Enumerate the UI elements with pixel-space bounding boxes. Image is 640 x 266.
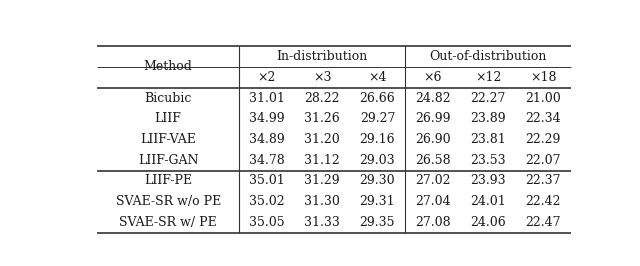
Text: ×18: ×18	[530, 71, 557, 84]
Text: 31.26: 31.26	[304, 112, 340, 125]
Text: 31.12: 31.12	[304, 154, 340, 167]
Text: 26.99: 26.99	[415, 112, 451, 125]
Text: 24.06: 24.06	[470, 216, 506, 229]
Text: 31.01: 31.01	[249, 92, 285, 105]
Text: In-distribution: In-distribution	[276, 50, 367, 63]
Text: 34.78: 34.78	[249, 154, 285, 167]
Text: 22.37: 22.37	[525, 174, 561, 187]
Text: SVAE-SR w/o PE: SVAE-SR w/o PE	[116, 195, 221, 208]
Text: 31.30: 31.30	[304, 195, 340, 208]
Text: 23.81: 23.81	[470, 133, 506, 146]
Text: LIIF: LIIF	[155, 112, 182, 125]
Text: ×6: ×6	[424, 71, 442, 84]
Text: LIIF-PE: LIIF-PE	[144, 174, 192, 187]
Text: 23.89: 23.89	[470, 112, 506, 125]
Text: Method: Method	[144, 60, 193, 73]
Text: 28.22: 28.22	[304, 92, 340, 105]
Text: 34.99: 34.99	[249, 112, 285, 125]
Text: 27.02: 27.02	[415, 174, 451, 187]
Text: 26.58: 26.58	[415, 154, 451, 167]
Text: 29.27: 29.27	[360, 112, 395, 125]
Text: 21.00: 21.00	[525, 92, 561, 105]
Text: 24.82: 24.82	[415, 92, 451, 105]
Text: Bicubic: Bicubic	[145, 92, 192, 105]
Text: 26.90: 26.90	[415, 133, 451, 146]
Text: 29.30: 29.30	[360, 174, 395, 187]
Text: 31.33: 31.33	[304, 216, 340, 229]
Text: 22.29: 22.29	[525, 133, 561, 146]
Text: 31.20: 31.20	[304, 133, 340, 146]
Text: 29.16: 29.16	[360, 133, 395, 146]
Text: 29.03: 29.03	[360, 154, 395, 167]
Text: Out-of-distribution: Out-of-distribution	[429, 50, 547, 63]
Text: 34.89: 34.89	[249, 133, 285, 146]
Text: 22.47: 22.47	[525, 216, 561, 229]
Text: 22.07: 22.07	[525, 154, 561, 167]
Text: ×4: ×4	[368, 71, 387, 84]
Text: 35.05: 35.05	[249, 216, 285, 229]
Text: SVAE-SR w/ PE: SVAE-SR w/ PE	[119, 216, 217, 229]
Text: 22.27: 22.27	[470, 92, 506, 105]
Text: 22.42: 22.42	[525, 195, 561, 208]
Text: LIIF-VAE: LIIF-VAE	[140, 133, 196, 146]
Text: 26.66: 26.66	[360, 92, 396, 105]
Text: 29.35: 29.35	[360, 216, 395, 229]
Text: 35.01: 35.01	[249, 174, 285, 187]
Text: 24.01: 24.01	[470, 195, 506, 208]
Text: ×2: ×2	[257, 71, 276, 84]
Text: 23.53: 23.53	[470, 154, 506, 167]
Text: 31.29: 31.29	[304, 174, 340, 187]
Text: ×12: ×12	[475, 71, 501, 84]
Text: 22.34: 22.34	[525, 112, 561, 125]
Text: 27.04: 27.04	[415, 195, 451, 208]
Text: LIIF-GAN: LIIF-GAN	[138, 154, 198, 167]
Text: 29.31: 29.31	[360, 195, 395, 208]
Text: 35.02: 35.02	[249, 195, 285, 208]
Text: 27.08: 27.08	[415, 216, 451, 229]
Text: ×3: ×3	[313, 71, 332, 84]
Text: 23.93: 23.93	[470, 174, 506, 187]
